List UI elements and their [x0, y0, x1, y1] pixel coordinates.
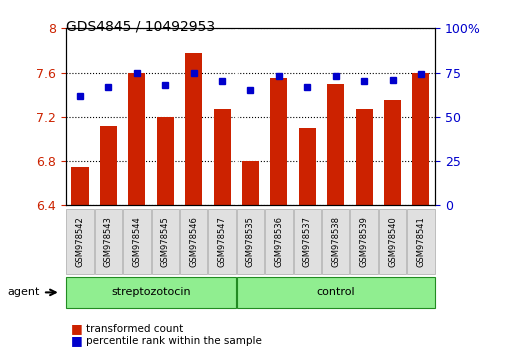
- Text: streptozotocin: streptozotocin: [111, 287, 190, 297]
- Text: GSM978543: GSM978543: [104, 216, 113, 267]
- Text: percentile rank within the sample: percentile rank within the sample: [86, 336, 262, 346]
- Bar: [128, 73, 145, 205]
- Bar: [298, 128, 315, 205]
- Text: GSM978536: GSM978536: [274, 216, 283, 267]
- Text: GSM978538: GSM978538: [331, 216, 339, 267]
- Text: GSM978544: GSM978544: [132, 216, 141, 267]
- Text: GSM978540: GSM978540: [387, 216, 396, 267]
- Bar: [355, 109, 372, 205]
- Text: agent: agent: [8, 287, 40, 297]
- Text: GSM978537: GSM978537: [302, 216, 311, 267]
- Text: ■: ■: [71, 334, 82, 347]
- Text: ■: ■: [71, 322, 82, 335]
- Bar: [71, 167, 88, 205]
- Bar: [412, 73, 429, 205]
- Bar: [383, 100, 400, 205]
- Text: GSM978545: GSM978545: [161, 216, 169, 267]
- Bar: [157, 117, 173, 205]
- Text: GSM978547: GSM978547: [217, 216, 226, 267]
- Bar: [213, 109, 230, 205]
- Text: GSM978542: GSM978542: [75, 216, 84, 267]
- Bar: [327, 84, 343, 205]
- Text: GDS4845 / 10492953: GDS4845 / 10492953: [66, 19, 215, 34]
- Text: transformed count: transformed count: [86, 324, 183, 333]
- Bar: [270, 78, 287, 205]
- Bar: [241, 161, 259, 205]
- Text: GSM978546: GSM978546: [189, 216, 198, 267]
- Text: GSM978541: GSM978541: [416, 216, 425, 267]
- Bar: [185, 53, 202, 205]
- Text: control: control: [316, 287, 355, 297]
- Text: GSM978539: GSM978539: [359, 216, 368, 267]
- Bar: [99, 126, 117, 205]
- Text: GSM978535: GSM978535: [245, 216, 255, 267]
